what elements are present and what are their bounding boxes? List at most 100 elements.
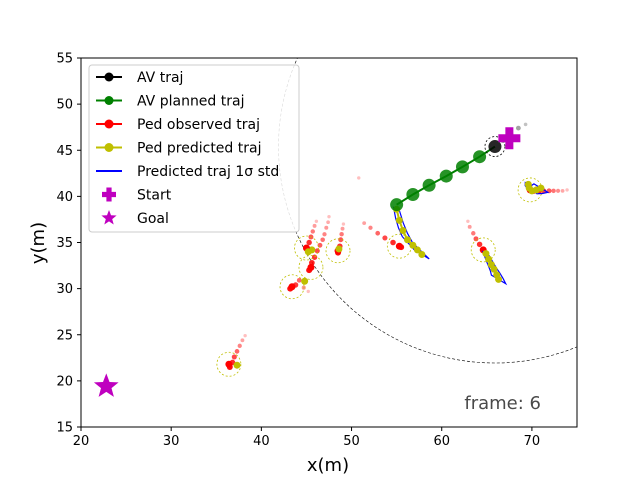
ped-observed-point [320,237,325,243]
ped-observed-point [296,277,302,283]
legend-marker [104,96,114,105]
av-planned-point [439,169,453,183]
ped-observed-point [234,349,240,354]
legend-marker [104,72,114,82]
ped-observed-point [306,239,312,246]
ped-observed-point [555,188,561,193]
ped-observed-point [240,338,245,343]
legend-label: Ped observed traj [137,117,260,133]
ped-observed-point [322,232,327,237]
y-axis-title: y(m) [28,222,49,264]
ped-observed-point [471,231,476,236]
legend-label: Predicted traj 1σ std [137,164,279,180]
y-tick-label: 50 [56,98,73,113]
y-tick-label: 25 [56,328,73,343]
legend-marker [104,119,114,129]
av-safety-circle [484,136,506,157]
ped-predicted-point [418,250,426,258]
ped-observed-point [243,333,247,338]
x-tick-label: 40 [253,434,270,449]
legend-box [88,64,300,233]
frame-annotation: frame: 6 [464,393,541,414]
ped-observed-point [231,354,237,360]
ped-observed-point [312,223,317,228]
av-planned-point [406,188,420,202]
av-current-point [488,140,502,154]
ped-predicted-point [301,277,309,285]
y-tick-label: 40 [56,190,73,205]
ped-current-point [225,360,233,368]
ped-observed-point [362,221,367,226]
ped-predicted-point [395,216,403,224]
start-marker [498,127,521,150]
ped-observed-point [324,225,329,230]
legend-label: AV traj [137,70,183,86]
ped-predicted-point [537,184,545,192]
y-tick-label: 35 [56,236,73,251]
ped-predicted-point [482,250,490,258]
x-tick-label: 70 [524,434,541,449]
y-tick-label: 15 [56,421,73,436]
legend-marker [102,187,116,202]
ped-observed-point [551,188,556,194]
ped-predicted-point [399,227,407,235]
ped-current-point [288,283,296,291]
legend-label: Goal [137,211,169,227]
ped-observed-point [314,219,319,223]
y-tick-label: 20 [56,374,73,389]
x-tick-label: 20 [73,434,90,449]
ped-predicted-point [304,248,312,256]
ped-observed-point [368,225,373,230]
ped-observed-point [382,235,388,241]
ped-observed-point [327,214,331,219]
y-tick-label: 45 [56,144,73,159]
av-planned-point [422,178,436,192]
ped-observed-point [341,222,346,226]
ped-observed-point [390,239,396,246]
legend-label: Start [137,188,172,204]
y-tick-label: 55 [56,52,73,67]
legend-marker [104,143,114,152]
ped-predicted-point [233,361,241,369]
ped-observed-point [339,231,344,237]
ped-predicted-point [409,241,417,249]
ped-observed-point [467,224,472,229]
av-past-point [515,125,521,131]
ped-observed-point [340,226,345,231]
x-tick-label: 30 [163,434,180,449]
ped-observed-point [306,289,310,294]
x-tick-label: 60 [433,434,450,449]
legend-marker [101,210,117,225]
ped-predicted-point [495,275,503,283]
y-tick-label: 30 [56,282,73,297]
ped-predicted-point [335,245,343,253]
ped-predicted-point [403,236,411,244]
ped-observed-point [237,343,242,348]
ped-observed-point [357,176,361,180]
ped-observed-point [473,236,479,242]
ped-observed-point [375,230,381,236]
ped-safety-circle [294,235,319,261]
av-planned-point [455,160,469,174]
x-tick-label: 50 [343,434,360,449]
ped-predicted-point [490,265,498,273]
ped-predicted-point [485,255,493,263]
ped-observed-point [476,241,483,248]
av-planned-point [390,198,404,212]
legend-label: Ped predicted traj [137,141,261,157]
plot-area [93,58,577,397]
ped-safety-circle [470,237,496,263]
x-axis-title: x(m) [307,455,349,476]
av-planned-point [473,150,487,164]
ped-observed-point [310,229,315,234]
ped-current-point [307,263,315,271]
ped-safety-circle [325,238,351,264]
ped-observed-point [317,242,323,248]
ped-safety-circle [216,351,242,377]
ped-observed-point [326,220,330,225]
av-past-point [523,122,528,127]
legend: AV traj AV planned traj Ped observed traj P… [88,64,300,233]
ped-observed-point [466,219,470,223]
